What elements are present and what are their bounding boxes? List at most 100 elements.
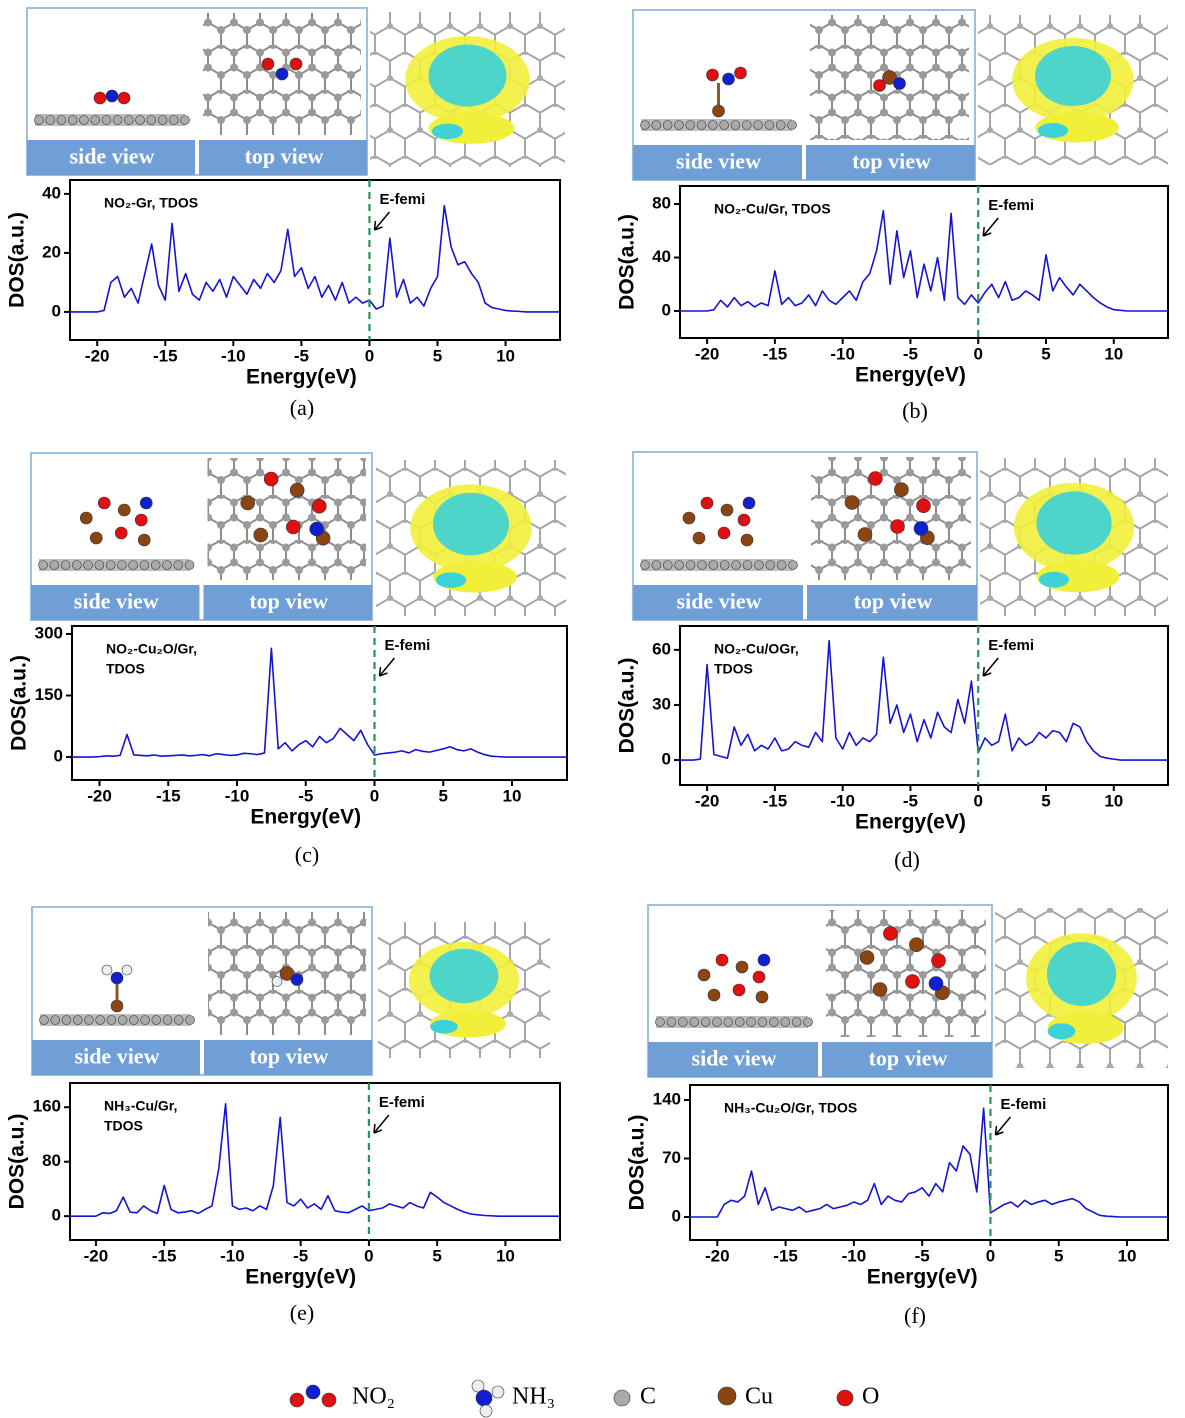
atom <box>135 514 147 526</box>
atom <box>741 534 753 546</box>
chart-title: TDOS <box>106 661 145 677</box>
carbon-atom <box>701 1018 710 1027</box>
x-tick-label: 10 <box>503 786 522 805</box>
y-tick-label: 80 <box>652 194 671 213</box>
y-tick-label: 40 <box>652 247 671 266</box>
y-tick-label: 20 <box>42 242 61 261</box>
carbon-atom <box>95 561 104 570</box>
carbon-atom <box>57 116 66 125</box>
x-tick-label: 5 <box>1041 344 1050 363</box>
x-axis-title: Energy(eV) <box>855 364 966 387</box>
y-tick-label: 140 <box>653 1089 681 1108</box>
dos-line <box>690 1108 1168 1217</box>
panel-label: (f) <box>904 1303 926 1328</box>
carbon-atom <box>68 116 77 125</box>
x-tick-label: 0 <box>986 1246 995 1265</box>
atom <box>909 938 923 952</box>
carbon-atom <box>118 1016 127 1025</box>
atom <box>94 92 106 104</box>
atom <box>111 1000 123 1012</box>
carbon-atom <box>39 561 48 570</box>
density-cyan <box>1047 942 1116 1006</box>
carbon-atom <box>102 116 111 125</box>
carbon-atom <box>735 1018 744 1027</box>
x-tick-label: -5 <box>293 1246 308 1265</box>
x-tick-label: 0 <box>973 791 982 810</box>
carbon-atom <box>129 561 138 570</box>
carbon-atom <box>720 121 729 130</box>
y-tick-label: 0 <box>662 750 671 769</box>
y-tick-label: 0 <box>662 300 671 319</box>
carbon-atom <box>185 561 194 570</box>
fermi-arrow <box>374 1115 389 1133</box>
chart-title: NH₃-Cu/Gr, <box>104 1098 177 1114</box>
view-label: side view <box>692 1046 777 1071</box>
y-tick-label: 150 <box>35 685 63 704</box>
carbon-atom <box>697 561 706 570</box>
y-tick-label: 0 <box>52 301 61 320</box>
carbon-atom <box>84 1016 93 1025</box>
y-tick-label: 300 <box>35 623 63 642</box>
atom <box>756 991 768 1003</box>
carbon-atom <box>732 561 741 570</box>
y-tick-label: 30 <box>652 694 671 713</box>
y-tick-label: 0 <box>672 1206 681 1225</box>
fermi-arrow <box>983 218 998 236</box>
x-tick-label: -20 <box>84 1246 109 1265</box>
x-tick-label: 0 <box>973 344 982 363</box>
atom <box>286 520 300 534</box>
x-axis-title: Energy(eV) <box>855 811 966 834</box>
carbon-atom <box>162 561 171 570</box>
atom <box>736 961 748 973</box>
carbon-atom <box>141 1016 150 1025</box>
panel-label: (c) <box>295 842 319 867</box>
atom <box>701 497 713 509</box>
atom <box>753 971 765 983</box>
carbon-atom <box>96 1016 105 1025</box>
x-tick-label: 5 <box>1054 1246 1063 1265</box>
legend-icon <box>480 1405 492 1417</box>
atom <box>276 68 288 80</box>
carbon-atom <box>129 1016 138 1025</box>
carbon-atom <box>678 1018 687 1027</box>
carbon-atom <box>163 1016 172 1025</box>
y-tick-label: 0 <box>54 747 63 766</box>
x-tick-label: 10 <box>1104 791 1123 810</box>
x-tick-label: 0 <box>365 346 374 365</box>
chart-title: NO₂-Gr, TDOS <box>104 195 198 211</box>
atom <box>917 499 931 513</box>
density-cyan <box>433 493 509 555</box>
view-label: side view <box>677 589 762 614</box>
panel-label: (e) <box>290 1300 314 1325</box>
legend-icon <box>492 1386 504 1398</box>
atom <box>122 965 132 975</box>
carbon-atom <box>73 1016 82 1025</box>
atom <box>932 954 946 968</box>
carbon-atom <box>106 561 115 570</box>
density-cyan <box>1038 123 1068 138</box>
legend-icon <box>306 1385 320 1399</box>
atom <box>868 472 882 486</box>
carbon-atom <box>742 121 751 130</box>
graphene-top <box>208 458 367 580</box>
carbon-atom <box>781 1018 790 1027</box>
carbon-atom <box>169 116 178 125</box>
view-label: top view <box>249 589 328 614</box>
x-tick-label: 10 <box>496 346 515 365</box>
atom <box>716 954 728 966</box>
carbon-atom <box>136 116 145 125</box>
carbon-atom <box>181 116 190 125</box>
carbon-atom <box>51 1016 60 1025</box>
carbon-atom <box>769 1018 778 1027</box>
chart-title: TDOS <box>104 1118 143 1134</box>
x-tick-label: -15 <box>773 1246 798 1265</box>
fermi-arrow <box>380 658 395 676</box>
chart-title: NO₂-Cu₂O/Gr, <box>106 641 197 657</box>
carbon-atom <box>765 121 774 130</box>
dos-line <box>70 206 560 312</box>
carbon-atom <box>675 561 684 570</box>
carbon-atom <box>708 121 717 130</box>
carbon-atom <box>117 561 126 570</box>
atom <box>118 504 130 516</box>
dos-line <box>680 641 1168 760</box>
